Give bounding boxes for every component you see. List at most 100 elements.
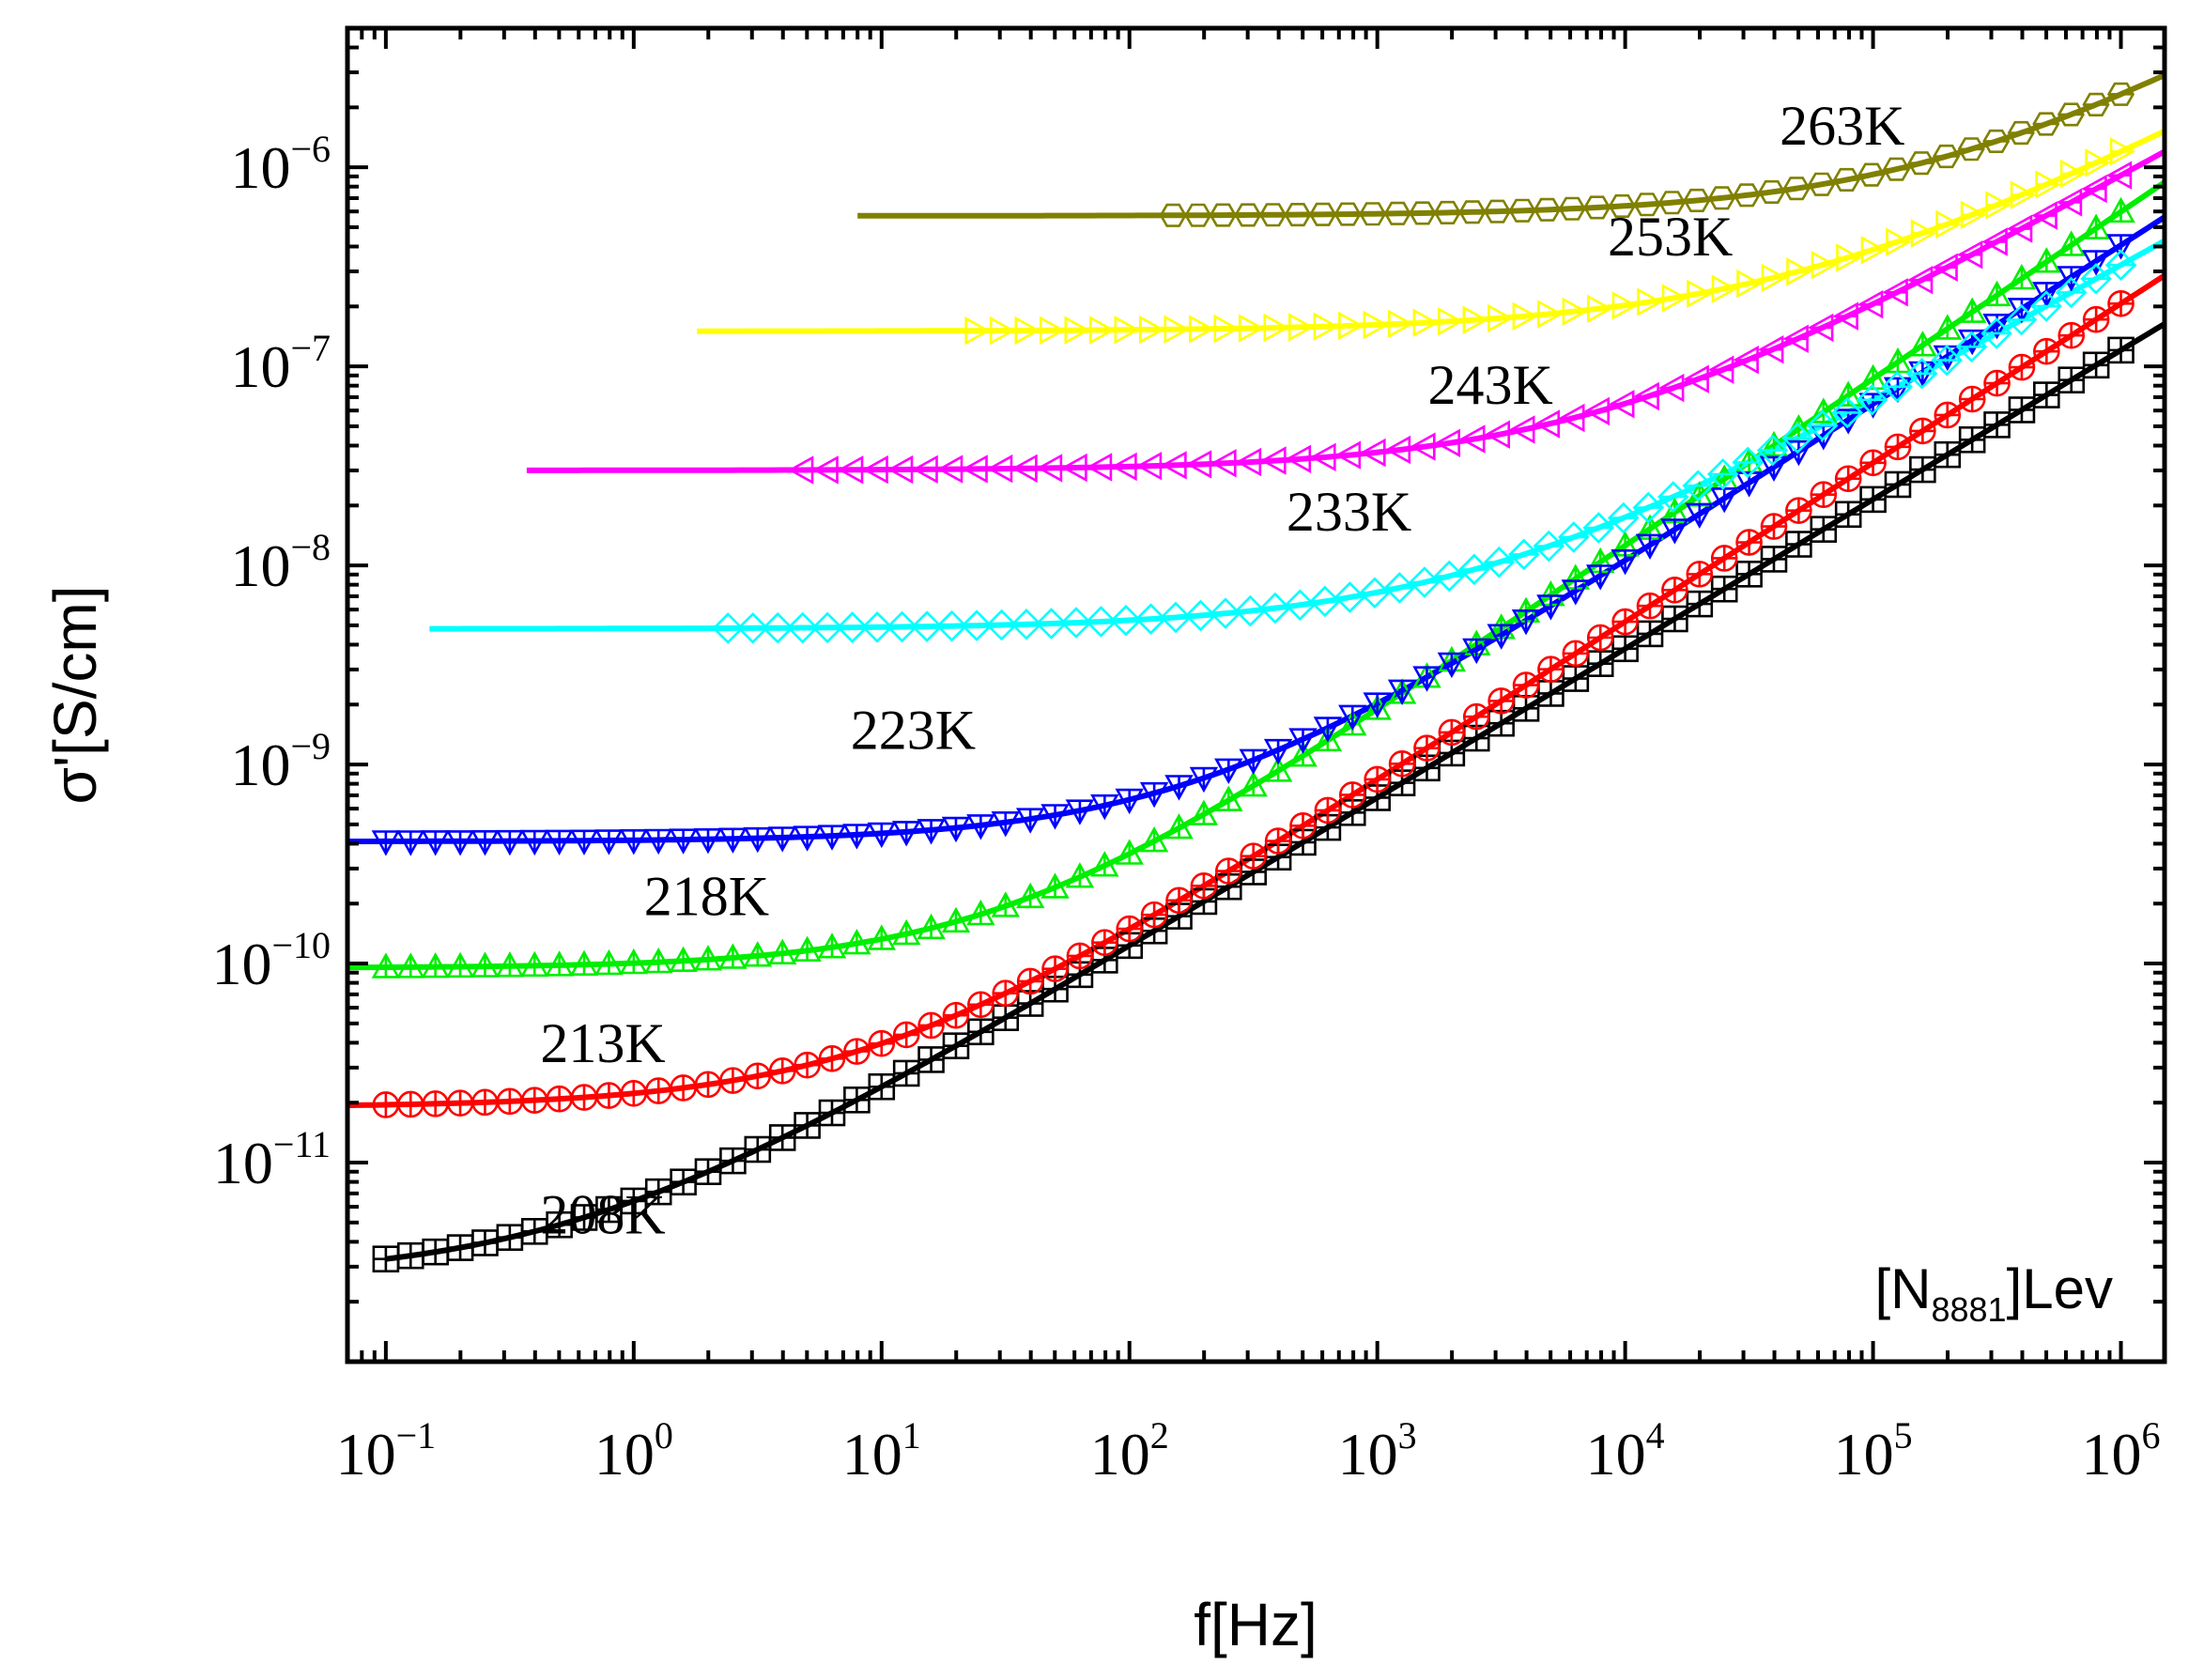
data-point-253K [1910,219,1937,248]
data-point-223K [1338,704,1367,731]
data-point-218K [718,943,748,969]
data-point-213K [446,1089,474,1117]
data-point-263K [1832,167,1860,192]
data-point-233K [1035,608,1068,640]
data-point-223K [693,827,723,855]
data-point-253K [1388,309,1414,339]
data-point-263K [1209,203,1237,227]
data-point-208K [1958,425,1986,454]
data-point-263K [1857,162,1886,187]
data-point-253K [1860,236,1888,265]
data-point-243K [1808,313,1834,343]
data-point-253K [1985,191,2011,220]
data-point-208K [670,1168,697,1196]
data-point-243K [1633,381,1659,411]
data-point-213K [744,1062,772,1090]
data-point-218K [842,929,871,955]
data-point-253K [1687,279,1713,309]
data-point-223K [396,830,425,856]
data-point-263K [2057,102,2085,127]
data-point-223K [1214,758,1243,784]
data-point-213K [1636,592,1664,620]
y-tick-label: 10−10 [211,924,331,997]
data-point-223K [1065,799,1095,825]
data-point-233K [1134,603,1167,635]
data-point-213K [942,1001,970,1029]
data-point-208K [1785,531,1812,558]
data-point-253K [1064,316,1090,345]
fit-line-213K [347,272,2166,1109]
data-point-213K [892,1021,920,1049]
data-point-223K [1561,579,1591,606]
data-point-208K [1586,650,1614,677]
data-point-243K [1185,450,1212,479]
data-point-208K [1537,680,1564,707]
data-point-213K [1661,576,1688,604]
data-point-243K [1956,240,1983,270]
data-point-253K [1438,307,1464,336]
data-point-253K [1960,200,1987,230]
data-point-223K [917,819,946,845]
data-point-223K [1288,728,1318,754]
data-point-213K [595,1082,623,1109]
data-point-213K [570,1084,598,1111]
axes [345,25,2167,1364]
data-point-213K [1165,886,1193,915]
data-point-243K [1285,444,1312,474]
data-point-213K [694,1071,722,1099]
data-point-213K [1116,915,1144,943]
data-point-218K [891,918,921,946]
data-point-233K [1433,560,1466,593]
data-point-263K [1707,186,1736,210]
data-point-208K [2058,366,2086,393]
data-point-243K [1708,355,1734,384]
data-point-233K [1732,446,1765,479]
data-point-233K [836,611,869,643]
data-point-233K [1060,607,1092,639]
data-point-218K [1115,839,1144,865]
data-point-213K [1215,857,1242,885]
data-point-218K [520,950,549,978]
data-point-253K [1886,227,1912,256]
data-point-243K [1559,403,1585,433]
data-point-243K [1459,424,1486,454]
fit-line-223K [347,214,2166,844]
data-point-218K [867,924,897,950]
data-point-263K [1234,203,1262,227]
data-point-218K [743,941,773,967]
data-point-208K [1562,665,1590,692]
data-point-243K [2006,214,2033,243]
data-point-233K [1409,566,1441,598]
data-point-208K [372,1245,400,1272]
series-label-233K: 233K [1287,481,1411,543]
data-point-213K [1512,671,1540,699]
data-point-233K [1657,481,1689,513]
data-point-208K [1834,501,1862,529]
data-point-213K [1388,750,1416,778]
data-point-223K [1164,775,1194,801]
data-point-208K [768,1124,796,1151]
data-point-213K [471,1088,499,1117]
data-point-208K [1512,695,1540,722]
data-point-223K [1313,717,1343,743]
data-point-263K [1758,179,1786,204]
series-label-253K: 253K [1608,206,1733,268]
data-point-243K [2105,161,2133,190]
data-point-263K [1383,201,1411,225]
data-point-233K [1483,546,1516,578]
data-point-263K [1957,137,1985,162]
data-point-223K [991,810,1021,838]
data-point-213K [2008,353,2036,381]
data-point-223K [1015,808,1045,834]
data-point-223K [569,829,599,855]
data-point-218K [371,952,401,979]
data-point-223K [1759,455,1789,482]
annotation-suffix: ]Lev [2007,1257,2113,1320]
data-point-218K [396,952,425,979]
data-point-253K [2010,180,2037,209]
x-tick-label: 102 [1090,1414,1169,1487]
data-point-233K [1010,609,1042,640]
data-point-243K [862,455,888,485]
data-point-243K [912,455,938,485]
data-point-213K [1834,465,1862,493]
